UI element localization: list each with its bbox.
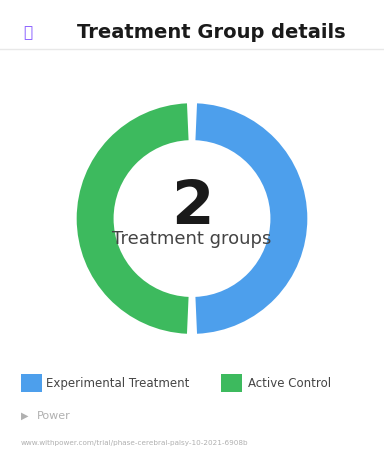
Text: Active Control: Active Control <box>248 377 331 390</box>
Text: Experimental Treatment: Experimental Treatment <box>46 377 189 390</box>
Text: ▶: ▶ <box>21 411 29 421</box>
Text: Treatment groups: Treatment groups <box>112 230 272 248</box>
Wedge shape <box>77 103 189 334</box>
Wedge shape <box>195 103 307 334</box>
Text: Power: Power <box>36 411 70 421</box>
Text: Treatment Group details: Treatment Group details <box>77 23 346 42</box>
Text: www.withpower.com/trial/phase-cerebral-palsy-10-2021-6908b: www.withpower.com/trial/phase-cerebral-p… <box>21 440 249 445</box>
Text: 2: 2 <box>170 178 214 237</box>
Text: 👥: 👥 <box>23 26 32 40</box>
